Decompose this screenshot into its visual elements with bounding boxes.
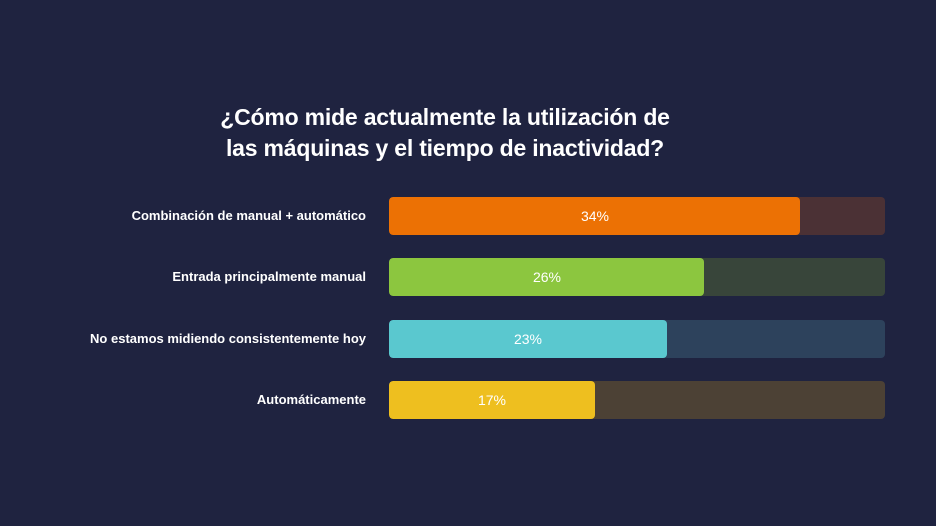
- bar-row: No estamos midiendo consistentemente hoy…: [0, 320, 936, 358]
- bar-value-label: 23%: [513, 331, 543, 347]
- bar: [389, 258, 704, 296]
- category-label: No estamos midiendo consistentemente hoy: [90, 331, 366, 346]
- bar: [389, 320, 667, 358]
- bar-value-label: 34%: [580, 208, 610, 224]
- chart-title-line-2: las máquinas y el tiempo de inactividad?: [225, 135, 665, 161]
- bar-track: 26%: [389, 258, 885, 296]
- bar-row: Entrada principalmente manual 26%: [0, 258, 936, 296]
- bar: [389, 197, 800, 235]
- chart-title-line-1: ¿Cómo mide actualmente la utilización de: [220, 104, 670, 130]
- bar-value-label: 17%: [477, 392, 507, 408]
- bar-row: Combinación de manual + automático 34%: [0, 197, 936, 235]
- bar-track: 23%: [389, 320, 885, 358]
- category-label: Entrada principalmente manual: [172, 269, 366, 284]
- bar-value-label: 26%: [532, 269, 562, 285]
- chart-title: ¿Cómo mide actualmente la utilización de…: [150, 102, 740, 164]
- bar-track: 17%: [389, 381, 885, 419]
- category-label: Combinación de manual + automático: [131, 208, 366, 223]
- bar-row: Automáticamente 17%: [0, 381, 936, 419]
- category-label: Automáticamente: [256, 392, 366, 407]
- bar-track: 34%: [389, 197, 885, 235]
- bar: [389, 381, 595, 419]
